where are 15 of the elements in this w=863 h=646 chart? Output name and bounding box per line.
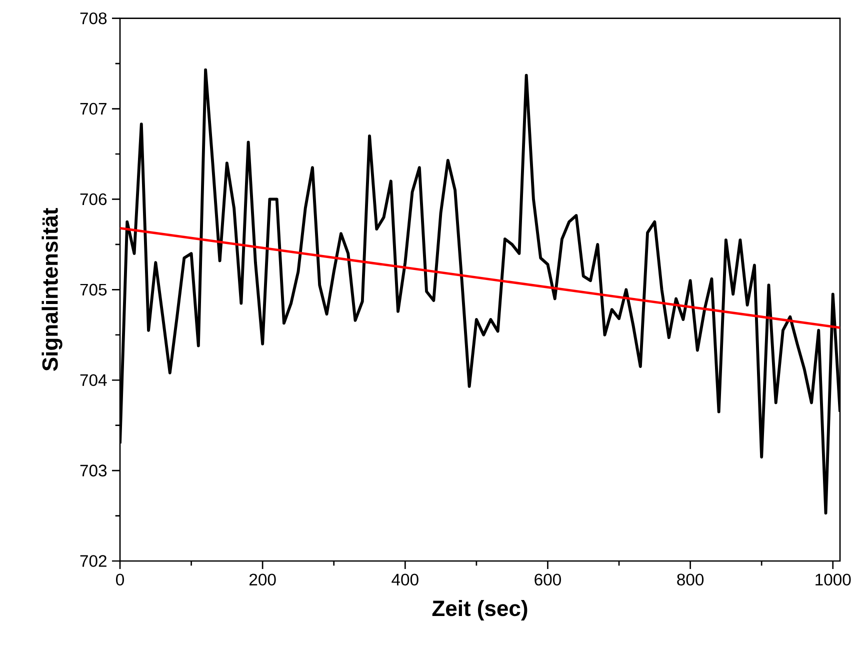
y-tick-label: 704 <box>80 374 107 386</box>
y-tick-label: 702 <box>80 555 106 567</box>
x-tick-label: 400 <box>392 574 418 586</box>
y-tick-label: 705 <box>80 284 107 296</box>
y-tick-label: 703 <box>80 464 107 476</box>
x-tick-label: 0 <box>116 574 124 586</box>
y-tick-label: 707 <box>80 102 106 115</box>
x-tick-label: 800 <box>677 574 704 586</box>
y-tick-label: 708 <box>80 12 107 24</box>
y-tick-label: 706 <box>80 193 107 206</box>
y-axis-title: Signalintensität <box>42 208 62 371</box>
x-tick-label: 200 <box>250 574 276 586</box>
x-axis-title: Zeit (sec) <box>432 600 528 620</box>
x-tick-label: 1000 <box>816 574 851 586</box>
x-tick-label: 600 <box>534 574 561 586</box>
